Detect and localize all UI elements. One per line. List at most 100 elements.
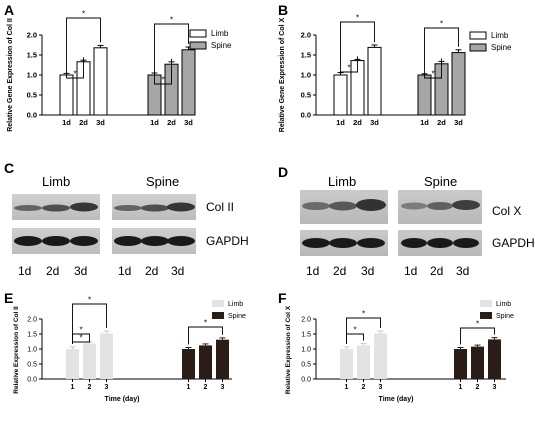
bar-limb xyxy=(367,46,382,116)
blot-row-label: GAPDH xyxy=(492,236,535,250)
bar-spine xyxy=(451,52,466,116)
legend-label: Limb xyxy=(228,301,243,308)
panel-letter-f: F xyxy=(278,290,287,306)
x-tick-label: 3d xyxy=(184,118,193,127)
x-tick-label: 3 xyxy=(379,384,383,391)
significance-star: * xyxy=(362,310,365,319)
chart-panel-a: 0.0 0.5 1.0 1.5 2.0 Relative Gene Expression … xyxy=(7,10,232,132)
blot-lane-label: 3d xyxy=(74,264,88,278)
blot-lane-label: 3d xyxy=(361,264,375,278)
blot-row-label: Col X xyxy=(492,204,522,218)
y-tick-label: 1.0 xyxy=(301,347,311,354)
bar-limb xyxy=(340,349,353,379)
bar-spine xyxy=(181,49,196,116)
blot-row-label: Col II xyxy=(206,200,235,214)
panel-letter-e: E xyxy=(4,290,14,306)
legend-label: Spine xyxy=(491,43,512,52)
significance-bracket xyxy=(72,303,107,344)
legend-swatch xyxy=(189,29,207,38)
x-tick-label: 3d xyxy=(370,118,379,127)
y-tick-label: 0.0 xyxy=(27,377,37,384)
y-tick-label: 2.0 xyxy=(301,317,311,324)
significance-bracket xyxy=(154,23,189,70)
y-tick-label: 1.0 xyxy=(27,71,37,80)
legend-swatch xyxy=(469,31,487,40)
bar-limb xyxy=(357,345,370,379)
y-tick-label: 0.5 xyxy=(301,91,311,100)
y-tick-label: 1.5 xyxy=(301,332,311,339)
x-tick-label: 1d xyxy=(336,118,345,127)
significance-bracket xyxy=(340,56,358,73)
chart-panel-f: 0.0 0.5 1.0 1.5 2.0 Relative Expression of Co… xyxy=(285,300,514,403)
significance-star: * xyxy=(79,334,82,343)
chart-panel-b: 0.0 0.5 1.0 1.5 2.0 Relative Gene Expression … xyxy=(279,14,512,133)
y-axis-label: Relative Expression of Col X xyxy=(285,305,292,394)
significance-star: * xyxy=(79,326,82,335)
x-tick-label: 2d xyxy=(167,118,176,127)
y-tick-label: 0.0 xyxy=(27,111,37,120)
legend-label: Spine xyxy=(496,313,514,320)
bar-spine xyxy=(216,339,229,379)
blot-lane-label: 3d xyxy=(456,264,470,278)
bar-limb xyxy=(374,333,387,379)
legend-swatch xyxy=(480,300,492,307)
blot-panel-c: Limb Spine Col II GAPDH 1d 2d 3d 1d 2d 3… xyxy=(0,160,270,290)
y-tick-label: 1.5 xyxy=(27,51,37,60)
blot-group-label: Limb xyxy=(42,174,71,189)
x-axis-label: Time (day) xyxy=(105,396,140,403)
x-tick-label: 3 xyxy=(493,384,497,391)
significance-star: * xyxy=(440,20,443,29)
significance-bracket xyxy=(154,58,172,85)
y-tick-label: 1.5 xyxy=(27,332,37,339)
bar-spine xyxy=(417,74,432,116)
significance-star: * xyxy=(347,64,350,73)
legend-label: Limb xyxy=(491,31,509,40)
significance-star: * xyxy=(170,16,173,25)
blot-lane-label: 1d xyxy=(404,264,418,278)
y-tick-label: 0.5 xyxy=(27,91,37,100)
legend-label: Spine xyxy=(228,313,246,320)
x-tick-label: 2 xyxy=(88,384,92,391)
significance-star: * xyxy=(161,76,164,85)
bar-spine xyxy=(199,345,212,379)
significance-star: * xyxy=(356,14,359,23)
significance-star: * xyxy=(476,320,479,329)
x-tick-label: 1 xyxy=(459,384,463,391)
legend-label: Limb xyxy=(496,301,511,308)
bar-limb xyxy=(59,74,74,116)
blot-lane-label: 3d xyxy=(171,264,185,278)
y-tick-label: 1.5 xyxy=(301,51,311,60)
bar-limb xyxy=(83,343,96,379)
y-axis-label: Relative Expression of Col II xyxy=(13,306,20,394)
panel-letter-d: D xyxy=(278,164,289,180)
bar-limb xyxy=(93,47,108,116)
x-tick-label: 1d xyxy=(62,118,71,127)
blot-image-d xyxy=(300,190,482,256)
y-axis-label: Relative Gene Expression of Col X xyxy=(279,17,286,132)
significance-bracket xyxy=(460,327,495,345)
blot-lane-label: 2d xyxy=(430,264,444,278)
x-tick-label: 2d xyxy=(353,118,362,127)
x-tick-label: 3 xyxy=(105,384,109,391)
blot-group-label: Spine xyxy=(146,174,180,189)
blot-row-label: GAPDH xyxy=(206,234,249,248)
legend-swatch xyxy=(212,312,224,319)
blot-lane-label: 2d xyxy=(145,264,159,278)
x-tick-label: 2d xyxy=(79,118,88,127)
blot-lane-label: 1d xyxy=(118,264,132,278)
x-axis-label: Time (day) xyxy=(379,396,414,403)
x-tick-label: 1d xyxy=(420,118,429,127)
y-tick-label: 1.0 xyxy=(27,347,37,354)
y-tick-label: 2.0 xyxy=(27,31,37,40)
blot-image-c xyxy=(12,194,196,254)
panel-letter-b: B xyxy=(278,2,289,18)
significance-star: * xyxy=(88,296,91,305)
blot-panel-d: Limb Spine Col X GAPDH 1d 2d 3d 1d 2d 3d xyxy=(272,160,535,290)
significance-bracket xyxy=(66,17,101,71)
significance-star: * xyxy=(73,70,76,79)
x-tick-label: 2d xyxy=(437,118,446,127)
bar-spine xyxy=(454,349,467,379)
y-tick-label: 0.5 xyxy=(27,362,37,369)
x-tick-label: 1d xyxy=(150,118,159,127)
y-tick-label: 2.0 xyxy=(27,317,37,324)
